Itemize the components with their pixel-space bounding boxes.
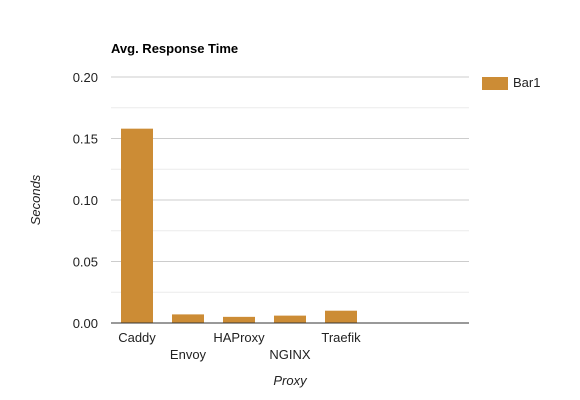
bar-traefik <box>325 310 357 323</box>
bar-envoy <box>172 314 204 323</box>
x-tick-label: Envoy <box>170 347 207 362</box>
y-tick-label: 0.10 <box>73 193 98 208</box>
legend-label: Bar1 <box>513 75 540 90</box>
x-axis-ticks: Caddy Envoy HAProxy NGINX Traefik <box>118 330 361 362</box>
bar-nginx <box>274 315 306 323</box>
y-axis-label: Seconds <box>28 174 43 225</box>
bar-caddy <box>121 128 153 323</box>
x-tick-label: Caddy <box>118 330 156 345</box>
gridlines <box>111 76 469 293</box>
x-tick-label: NGINX <box>269 347 311 362</box>
y-tick-label: 0.15 <box>73 132 98 147</box>
x-tick-label: Traefik <box>321 330 361 345</box>
x-tick-label: HAProxy <box>213 330 265 345</box>
bar-haproxy <box>223 316 255 323</box>
bar-series <box>121 128 357 323</box>
legend: Bar1 <box>482 75 540 90</box>
y-axis-ticks: 0.00 0.05 0.10 0.15 0.20 <box>73 70 98 331</box>
y-tick-label: 0.20 <box>73 70 98 85</box>
y-tick-label: 0.05 <box>73 255 98 270</box>
legend-swatch <box>482 77 508 90</box>
y-tick-label: 0.00 <box>73 316 98 331</box>
chart-title: Avg. Response Time <box>111 41 238 56</box>
x-axis-label: Proxy <box>273 373 308 388</box>
